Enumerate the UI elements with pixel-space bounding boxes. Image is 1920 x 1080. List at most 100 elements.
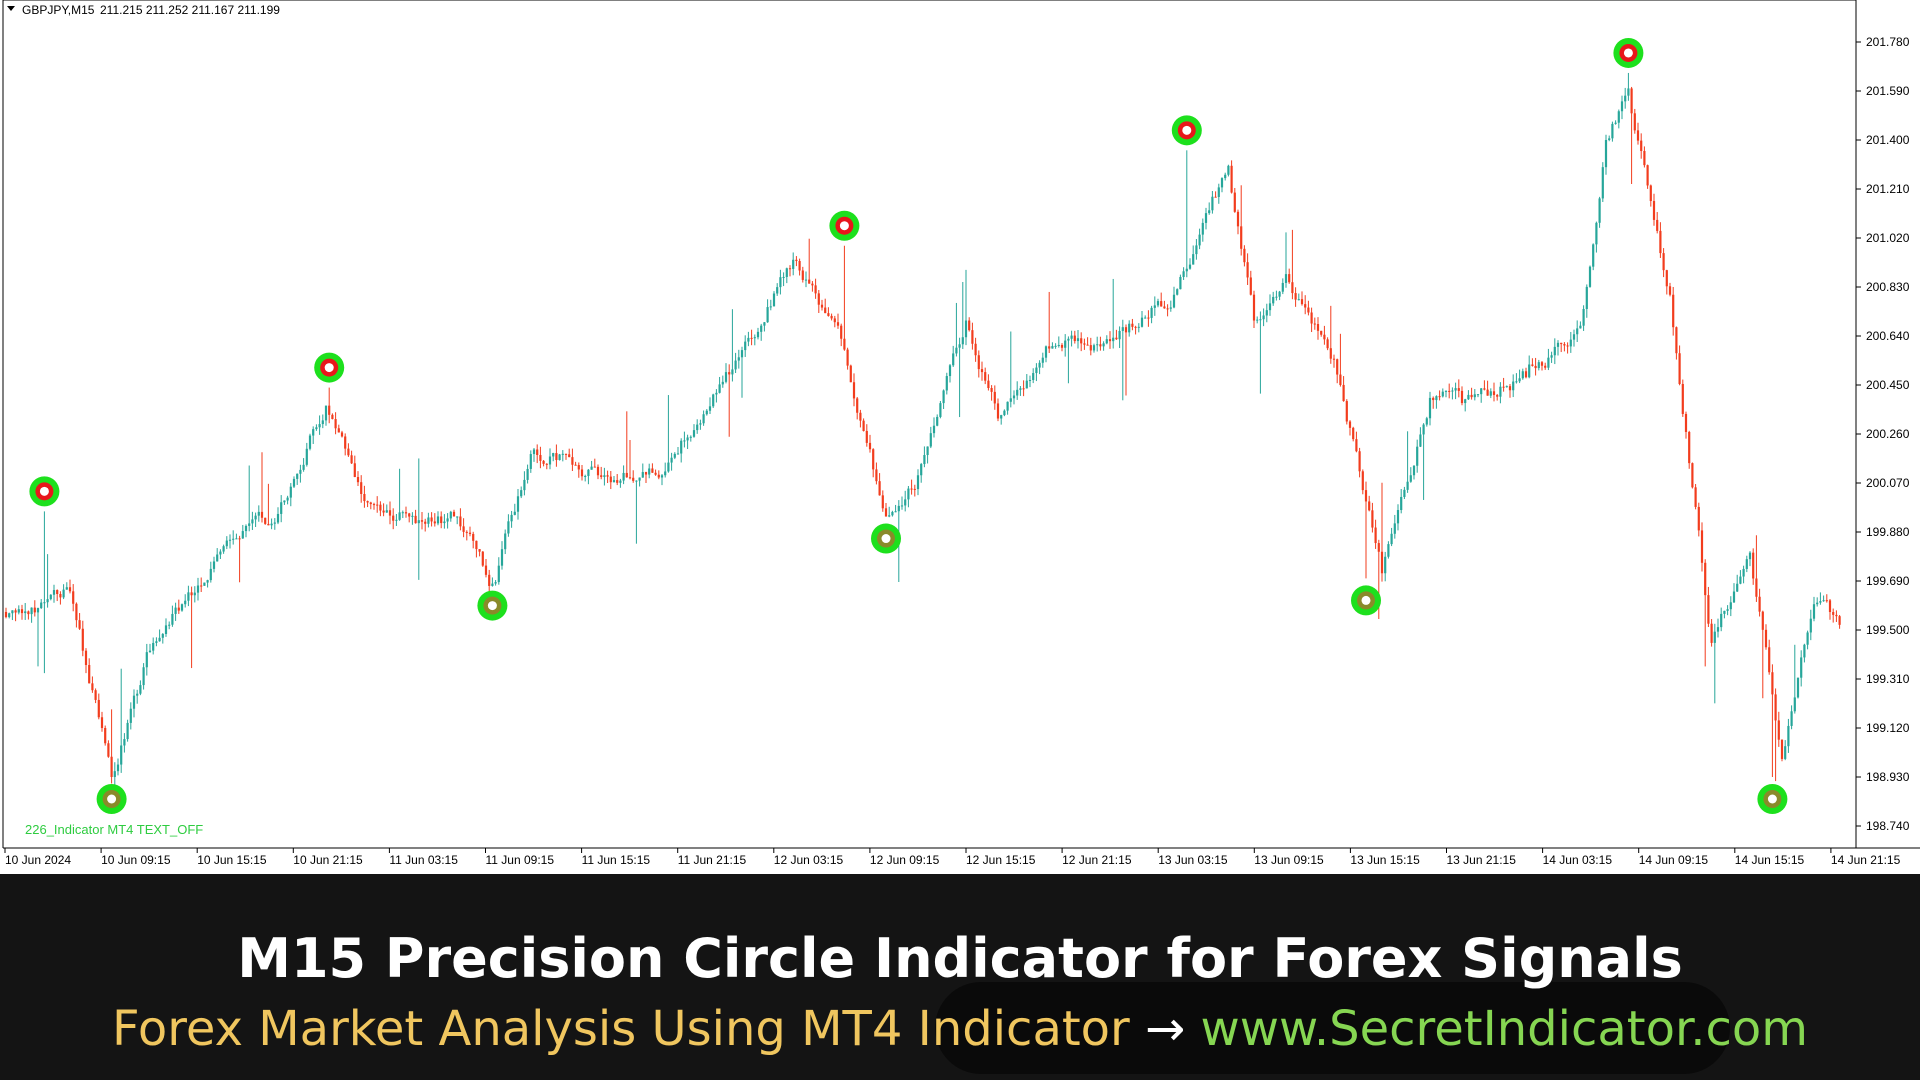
bear-candle bbox=[1649, 185, 1652, 202]
bear-candle bbox=[1380, 551, 1384, 574]
bear-candle bbox=[1086, 344, 1089, 346]
bull-candle bbox=[1819, 601, 1822, 603]
bear-candle bbox=[350, 455, 353, 464]
signal-center bbox=[839, 221, 849, 231]
bull-candle bbox=[638, 477, 641, 481]
bear-candle bbox=[1099, 344, 1102, 347]
bear-candle bbox=[1307, 307, 1310, 313]
bull-candle bbox=[49, 594, 52, 600]
buy-signal-circle[interactable] bbox=[96, 784, 127, 814]
bull-candle bbox=[1473, 394, 1476, 398]
bull-candle bbox=[1556, 342, 1560, 347]
buy-signal-circle[interactable] bbox=[477, 590, 508, 621]
buy-signal-circle[interactable] bbox=[871, 523, 901, 554]
sell-signal-circle[interactable] bbox=[29, 476, 60, 507]
bull-candle bbox=[65, 587, 68, 590]
bull-candle bbox=[174, 607, 177, 614]
price-axis[interactable]: 201.780 201.590 201.400 201.210 201.020 200.8… bbox=[1856, 35, 1910, 833]
bull-candle bbox=[235, 538, 238, 540]
bull-candle bbox=[1745, 559, 1748, 569]
bull-candle bbox=[766, 307, 769, 323]
price-chart[interactable]: 201.780 201.590 201.400 201.210 201.020 200.8… bbox=[0, 0, 1920, 874]
bear-candle bbox=[574, 464, 577, 466]
buy-signal-circle[interactable] bbox=[1351, 585, 1381, 616]
bull-candle bbox=[296, 473, 299, 479]
bear-candle bbox=[878, 481, 881, 496]
bear-candle bbox=[1540, 362, 1544, 366]
bull-candle bbox=[289, 486, 292, 498]
bear-candle bbox=[1678, 353, 1681, 384]
bear-candle bbox=[571, 457, 574, 465]
time-axis[interactable]: 10 Jun 2024 10 Jun 09:15 10 Jun 15:15 10 Ju… bbox=[4, 848, 1901, 867]
bear-candle bbox=[75, 603, 78, 621]
bull-candle bbox=[504, 533, 507, 550]
bull-candle bbox=[62, 589, 65, 598]
bull-candle bbox=[193, 592, 196, 596]
bull-candle bbox=[1812, 604, 1816, 619]
bear-candle bbox=[1652, 201, 1656, 220]
sell-signal-circle[interactable] bbox=[1171, 115, 1202, 146]
bear-candle bbox=[72, 591, 75, 604]
website-link[interactable]: www.SecretIndicator.com bbox=[1200, 1001, 1809, 1057]
bull-candle bbox=[705, 410, 708, 415]
bull-candle bbox=[920, 464, 923, 476]
bear-candle bbox=[606, 475, 609, 477]
sell-signal-circle[interactable] bbox=[314, 352, 345, 383]
bull-candle bbox=[772, 293, 776, 307]
bear-candle bbox=[366, 501, 369, 503]
bear-candle bbox=[1313, 323, 1316, 325]
bull-candle bbox=[1057, 344, 1060, 346]
bull-candle bbox=[171, 613, 174, 625]
bull-candle bbox=[587, 469, 590, 476]
bull-candle bbox=[500, 549, 504, 566]
bull-candle bbox=[1624, 95, 1627, 102]
bear-candle bbox=[1083, 343, 1086, 345]
bull-candle bbox=[1800, 657, 1803, 678]
chart-window[interactable]: 201.780 201.590 201.400 201.210 201.020 200.8… bbox=[0, 0, 1920, 874]
bear-candle bbox=[836, 322, 840, 326]
bull-candle bbox=[1172, 294, 1176, 308]
time-tick-label: 13 Jun 03:15 bbox=[1158, 853, 1228, 867]
bear-candle bbox=[1345, 401, 1348, 422]
symbol-dropdown-icon[interactable] bbox=[7, 6, 15, 11]
bull-candle bbox=[1070, 335, 1073, 339]
candles-layer bbox=[4, 72, 1841, 786]
bull-candle bbox=[1064, 340, 1067, 348]
bull-candle bbox=[1803, 644, 1806, 658]
bull-candle bbox=[904, 499, 907, 506]
sell-signal-circle[interactable] bbox=[829, 210, 860, 241]
bear-candle bbox=[811, 283, 814, 286]
bear-candle bbox=[1694, 487, 1697, 507]
bull-candle bbox=[731, 369, 734, 375]
symbol-label[interactable]: GBPJPY,M15 bbox=[22, 3, 95, 17]
bull-candle bbox=[737, 357, 740, 361]
time-tick-label: 11 Jun 21:15 bbox=[678, 853, 747, 867]
bear-candle bbox=[1060, 344, 1064, 348]
bear-candle bbox=[78, 620, 81, 629]
bear-candle bbox=[593, 466, 596, 468]
bull-candle bbox=[417, 520, 420, 524]
signal-center bbox=[1623, 48, 1633, 58]
bull-candle bbox=[584, 475, 587, 477]
bear-candle bbox=[84, 650, 88, 666]
sell-signal-circle[interactable] bbox=[1613, 37, 1644, 68]
bear-candle bbox=[987, 380, 990, 389]
bear-candle bbox=[408, 513, 411, 517]
bear-candle bbox=[830, 315, 833, 319]
bull-candle bbox=[1179, 276, 1182, 290]
bull-candle bbox=[1006, 401, 1009, 411]
bear-candle bbox=[1470, 394, 1473, 398]
bull-candle bbox=[1579, 325, 1582, 329]
bull-candle bbox=[1262, 315, 1265, 320]
price-tick-label: 199.690 bbox=[1866, 574, 1910, 588]
bear-candle bbox=[795, 259, 798, 262]
buy-signal-circle[interactable] bbox=[1757, 784, 1788, 814]
bull-candle bbox=[680, 440, 683, 454]
bull-candle bbox=[1537, 362, 1540, 369]
ohlc-readout: 211.215 211.252 211.167 211.199 bbox=[100, 3, 280, 17]
bull-candle bbox=[667, 462, 670, 472]
bull-candle bbox=[1121, 327, 1124, 331]
bull-candle bbox=[1592, 244, 1595, 267]
bull-candle bbox=[46, 599, 49, 603]
bear-candle bbox=[1563, 344, 1566, 346]
